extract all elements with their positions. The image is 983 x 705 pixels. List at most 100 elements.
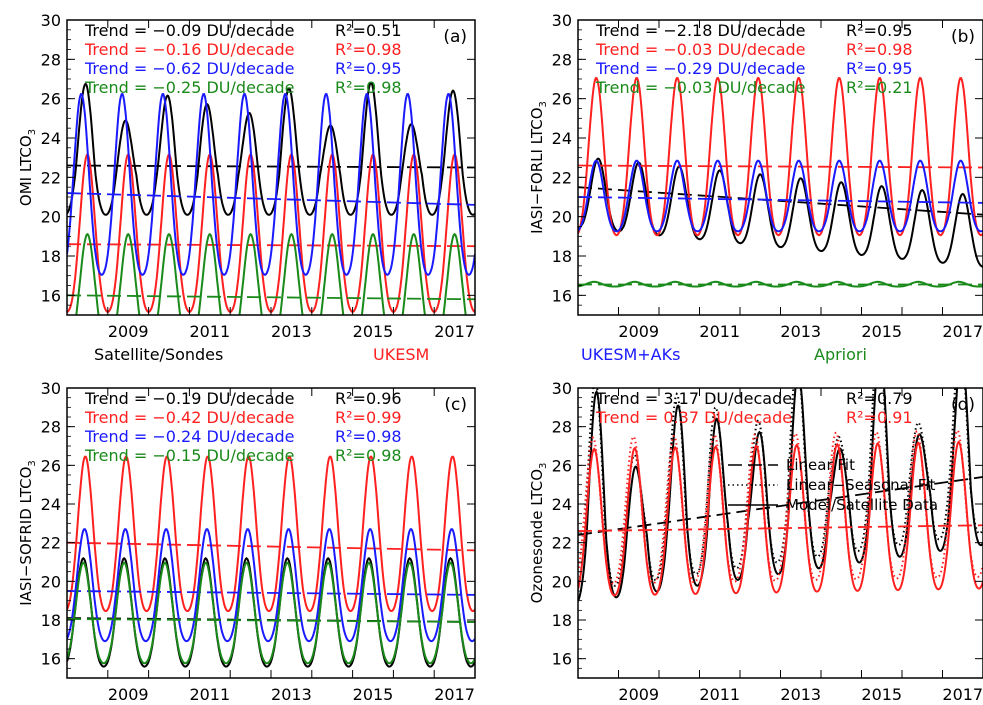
y-tick-label: 28 [41, 50, 61, 69]
y-axis-label-subscript: 3 [27, 460, 38, 466]
y-tick-label: 20 [41, 208, 61, 227]
y-tick-label: 30 [41, 379, 61, 398]
series-blue-line [67, 528, 475, 643]
y-axis-label: IASI−FORLI LTCO3 [528, 101, 549, 234]
y-axis-label: OMI LTCO3 [17, 129, 38, 206]
r2-annotation: R²=0.95 [335, 59, 402, 78]
r2-annotation: R²=0.99 [335, 408, 402, 427]
series-green-trend-line [67, 618, 475, 623]
y-axis-label: IASI−SOFRID LTCO3 [17, 460, 38, 606]
y-tick-label: 18 [552, 611, 572, 630]
series-red-line [67, 455, 475, 612]
trend-annotation: Trend = −0.15 DU/decade [84, 446, 295, 465]
x-tick-label: 2009 [618, 685, 659, 704]
x-tick-label: 2017 [434, 685, 475, 704]
panel-label: (b) [951, 27, 975, 47]
x-tick-label: 2013 [271, 685, 312, 704]
y-tick-label: 16 [41, 286, 61, 305]
series-blue-trend-line [578, 196, 983, 204]
y-axis-label-subscript: 3 [538, 101, 549, 107]
x-tick-label: 2017 [942, 322, 983, 341]
plot-area [578, 388, 983, 602]
x-tick-label: 2013 [780, 685, 821, 704]
panel-d: 16 18 20 22 24 26 28 30 2009 2011 2013 2015 2017 Ozon… [528, 379, 983, 704]
r2-annotation: R²=0.21 [846, 78, 913, 97]
inner-legend-label: Model/Satellite Data [786, 496, 938, 514]
y-tick-label: 22 [41, 534, 61, 553]
y-tick-label: 16 [552, 650, 572, 669]
y-tick-label: 20 [41, 572, 61, 591]
panel-a: 16 18 20 22 24 26 28 30 2009 2011 2013 2015 2017 OMI … [17, 11, 476, 341]
legend-ukesm-aks: UKESM+AKs [581, 345, 680, 364]
y-tick-label: 30 [41, 11, 61, 30]
inner-legend-label: Linear−Seasonal Fit [786, 476, 935, 494]
series-green-line [67, 561, 475, 665]
y-tick-label: 28 [552, 418, 572, 437]
series-green-trend-line [67, 294, 475, 301]
x-tick-label: 2009 [108, 685, 149, 704]
trend-annotation: Trend = −0.24 DU/decade [84, 427, 295, 446]
y-tick-label: 20 [552, 208, 572, 227]
y-tick-label: 24 [41, 129, 61, 148]
x-tick-label: 2009 [618, 322, 659, 341]
trend-annotation: Trend = −0.19 DU/decade [84, 389, 295, 408]
x-tick-label: 2015 [861, 322, 902, 341]
y-tick-label: 18 [552, 247, 572, 266]
y-tick-label: 28 [552, 50, 572, 69]
x-tick-label: 2011 [189, 685, 230, 704]
y-tick-label: 28 [41, 418, 61, 437]
series-black-trend-line [578, 186, 983, 216]
y-tick-label: 26 [552, 456, 572, 475]
y-axis-label-subscript: 3 [27, 129, 38, 135]
x-tick-label: 2011 [699, 322, 740, 341]
r2-annotation: R²=0.91 [846, 408, 913, 427]
series-black-trend-line [67, 164, 475, 169]
plot-area [578, 77, 983, 288]
trend-annotation: Trend = −0.62 DU/decade [84, 59, 295, 78]
r2-annotation: R²=0.95 [846, 21, 913, 40]
y-axis-label-subscript: 3 [538, 463, 549, 469]
series-green-line [75, 232, 467, 315]
y-tick-label: 22 [41, 168, 61, 187]
r2-annotation: R²=0.51 [335, 21, 402, 40]
y-tick-label: 26 [41, 456, 61, 475]
y-tick-label: 26 [41, 90, 61, 109]
y-tick-label: 16 [552, 286, 572, 305]
r2-annotation: R²=0.98 [335, 78, 402, 97]
y-tick-label: 24 [41, 495, 61, 514]
series-blue-trend-line [67, 590, 475, 596]
r2-annotation: R²=0.98 [335, 427, 402, 446]
r2-annotation: R²=0.95 [846, 59, 913, 78]
trend-annotation: Trend = −0.42 DU/decade [84, 408, 295, 427]
legend-ukesm: UKESM [373, 345, 429, 364]
y-tick-label: 20 [552, 572, 572, 591]
r2-annotation: R²=0.98 [335, 40, 402, 59]
r2-annotation: R²=0.98 [846, 40, 913, 59]
panel-b: 16 18 20 22 24 26 28 30 2009 2011 2013 2015 2017 IASI… [528, 11, 983, 341]
y-tick-label: 24 [552, 495, 572, 514]
trend-annotation: Trend = 0.37 DU/decade [595, 408, 792, 427]
x-tick-label: 2017 [942, 685, 983, 704]
plot-area [67, 455, 475, 668]
x-tick-label: 2013 [780, 322, 821, 341]
trend-annotation: Trend = −0.25 DU/decade [84, 78, 295, 97]
series-black-line [578, 157, 983, 268]
x-tick-label: 2011 [189, 322, 230, 341]
y-tick-label: 22 [552, 534, 572, 553]
x-tick-label: 2011 [699, 685, 740, 704]
panel-c: 16 18 20 22 24 26 28 30 2009 2011 2013 2015 2017 IASI… [17, 379, 476, 704]
series-blue-line [578, 159, 983, 233]
trend-annotation: Trend = −2.18 DU/decade [595, 21, 806, 40]
inner-legend-label: Linear Fit [786, 456, 855, 474]
panel-label: (c) [444, 395, 467, 415]
y-axis-label: Ozonesonde LTCO3 [528, 463, 549, 604]
x-tick-label: 2009 [108, 322, 149, 341]
x-tick-label: 2015 [353, 322, 394, 341]
legend-satellite: Satellite/Sondes [94, 345, 223, 364]
y-tick-label: 30 [552, 379, 572, 398]
r2-annotation: R²=0.79 [846, 389, 913, 408]
y-tick-label: 22 [552, 168, 572, 187]
x-tick-label: 2013 [271, 322, 312, 341]
y-tick-label: 16 [41, 650, 61, 669]
series-red-line [578, 440, 983, 597]
